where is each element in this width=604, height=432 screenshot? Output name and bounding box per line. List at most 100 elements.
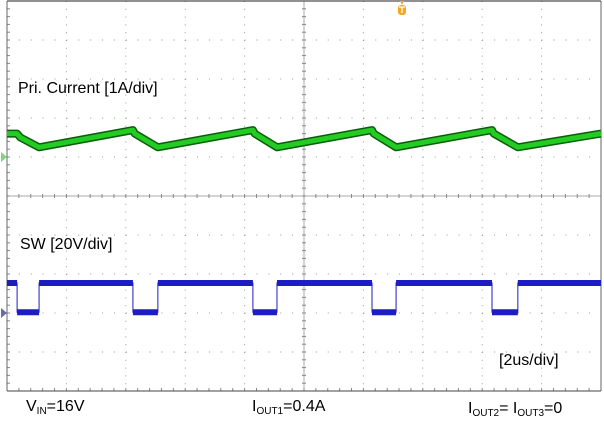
grid-dot bbox=[18, 78, 20, 80]
grid-dot bbox=[375, 117, 377, 119]
grid-dot bbox=[232, 351, 234, 353]
grid-dot bbox=[184, 227, 186, 229]
grid-dot bbox=[541, 297, 543, 299]
grid-dot bbox=[481, 359, 483, 361]
grid-dot bbox=[363, 234, 365, 236]
grid-dot bbox=[244, 24, 246, 26]
grid-dot bbox=[65, 8, 67, 10]
grid-dot bbox=[482, 351, 484, 353]
grid-dot bbox=[102, 39, 104, 41]
grid-dot bbox=[125, 78, 127, 80]
grid-dot bbox=[66, 351, 68, 353]
grid-dot bbox=[589, 273, 591, 275]
grid-dot bbox=[66, 312, 68, 314]
grid-dot bbox=[125, 289, 127, 291]
grid-dot bbox=[244, 102, 246, 104]
grid-dot bbox=[65, 375, 67, 377]
grid-dot bbox=[184, 63, 186, 65]
grid-dot bbox=[184, 94, 186, 96]
grid-dot bbox=[481, 149, 483, 151]
grid-dot bbox=[268, 234, 270, 236]
grid-dot bbox=[565, 117, 567, 119]
grid-dot bbox=[54, 156, 56, 158]
grid-dot bbox=[339, 156, 341, 158]
grid-dot bbox=[90, 39, 92, 41]
grid-dot bbox=[232, 78, 234, 80]
grid-dot bbox=[410, 117, 412, 119]
grid-dot bbox=[541, 312, 543, 314]
grid-dot bbox=[208, 273, 210, 275]
grid-dot bbox=[173, 78, 175, 80]
grid-dot bbox=[280, 156, 282, 158]
grid-dot bbox=[315, 117, 317, 119]
grid-dot bbox=[125, 242, 127, 244]
grid-dot bbox=[363, 351, 365, 353]
grid-dot bbox=[517, 39, 519, 41]
grid-dot bbox=[244, 351, 246, 353]
grid-dot bbox=[42, 117, 44, 119]
grid-dot bbox=[458, 351, 460, 353]
grid-dot bbox=[422, 71, 424, 73]
grid-dot bbox=[137, 39, 139, 41]
grid-dot bbox=[42, 78, 44, 80]
grid-dot bbox=[244, 367, 246, 369]
grid-dot bbox=[422, 234, 424, 236]
grid-dot bbox=[268, 156, 270, 158]
grid-dot bbox=[339, 39, 341, 41]
grid-dot bbox=[481, 164, 483, 166]
sw-trace bbox=[7, 279, 601, 316]
grid-dot bbox=[517, 312, 519, 314]
grid-dot bbox=[577, 273, 579, 275]
grid-dot bbox=[125, 164, 127, 166]
grid-dot bbox=[125, 172, 127, 174]
grid-dot bbox=[375, 156, 377, 158]
grid-dot bbox=[113, 78, 115, 80]
grid-dot bbox=[434, 117, 436, 119]
grid-dot bbox=[422, 102, 424, 104]
grid-dot bbox=[78, 156, 80, 158]
grid-dot bbox=[327, 156, 329, 158]
grid-dot bbox=[232, 117, 234, 119]
grid-dot bbox=[185, 39, 187, 41]
grid-dot bbox=[125, 156, 127, 158]
timebase-label: [2us/div] bbox=[499, 352, 559, 369]
grid-dot bbox=[185, 351, 187, 353]
grid-dot bbox=[315, 78, 317, 80]
grid-dot bbox=[184, 16, 186, 18]
grid-dot bbox=[161, 156, 163, 158]
grid-dot bbox=[481, 203, 483, 205]
grid-dot bbox=[184, 172, 186, 174]
grid-dot bbox=[184, 8, 186, 10]
grid-dot bbox=[30, 78, 32, 80]
grid-dot bbox=[30, 156, 32, 158]
grid-dot bbox=[220, 78, 222, 80]
grid-dot bbox=[65, 266, 67, 268]
grid-dot bbox=[494, 39, 496, 41]
grid-dot bbox=[65, 336, 67, 338]
grid-dot bbox=[529, 156, 531, 158]
grid-dot bbox=[65, 328, 67, 330]
grid-dot bbox=[149, 78, 151, 80]
grid-dot bbox=[434, 273, 436, 275]
grid-dot bbox=[244, 156, 246, 158]
grid-dot bbox=[577, 156, 579, 158]
grid-dot bbox=[244, 86, 246, 88]
grid-dot bbox=[54, 39, 56, 41]
grid-dot bbox=[161, 351, 163, 353]
grid-dot bbox=[481, 86, 483, 88]
grid-dot bbox=[90, 312, 92, 314]
grid-dot bbox=[529, 39, 531, 41]
grid-dot bbox=[363, 39, 365, 41]
grid-dot bbox=[362, 219, 364, 221]
grid-dot bbox=[125, 117, 127, 119]
grid-dot bbox=[65, 125, 67, 127]
grid-dot bbox=[244, 78, 246, 80]
grid-dot bbox=[589, 312, 591, 314]
grid-dot bbox=[446, 312, 448, 314]
grid-dot bbox=[529, 312, 531, 314]
grid-dot bbox=[481, 63, 483, 65]
grid-dot bbox=[399, 39, 401, 41]
grid-dot bbox=[113, 117, 115, 119]
grid-dot bbox=[422, 258, 424, 260]
grid-dot bbox=[481, 250, 483, 252]
